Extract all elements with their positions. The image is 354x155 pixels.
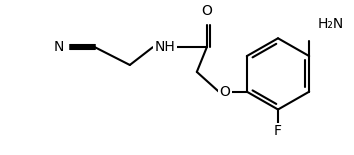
Text: N: N [53,40,64,54]
Text: F: F [274,124,282,138]
Text: H₂N: H₂N [317,17,343,31]
Text: O: O [219,85,230,99]
Text: NH: NH [154,40,175,54]
Text: O: O [201,4,212,18]
